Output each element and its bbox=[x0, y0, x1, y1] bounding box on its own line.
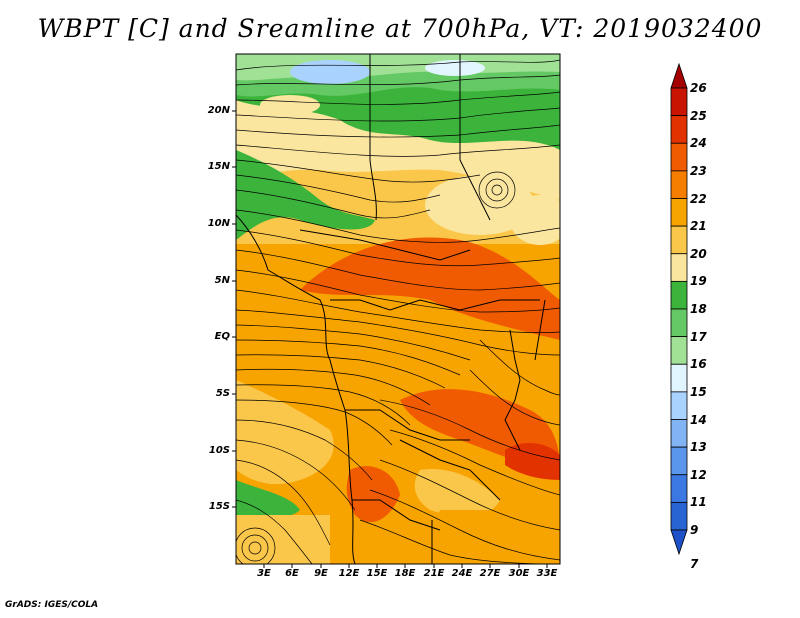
lon-label: 9E bbox=[314, 568, 328, 579]
lon-label: 21E bbox=[423, 568, 445, 579]
colorbar-swatch bbox=[670, 115, 688, 144]
lat-ticks bbox=[232, 110, 236, 508]
lon-label: 30E bbox=[508, 568, 530, 579]
colorbar-swatch bbox=[670, 308, 688, 338]
colorbar-label: 17 bbox=[690, 329, 707, 344]
country-borders bbox=[236, 54, 546, 564]
colorbar-label: 14 bbox=[690, 412, 707, 427]
colorbar-swatch bbox=[670, 336, 688, 365]
colorbar-swatch bbox=[670, 280, 688, 310]
colorbar-label: 9 bbox=[690, 523, 699, 537]
colorbar-label: 26 bbox=[690, 81, 707, 95]
footer-credit: GrADS: IGES/COLA bbox=[5, 600, 99, 610]
colorbar bbox=[670, 62, 688, 556]
colorbar-swatch bbox=[670, 198, 688, 227]
colorbar-label: 19 bbox=[690, 274, 707, 289]
colorbar-swatch bbox=[670, 87, 688, 117]
colorbar-max-arrow bbox=[670, 62, 688, 89]
temperature-field bbox=[236, 54, 560, 564]
colorbar-swatch bbox=[670, 446, 688, 476]
colorbar-swatch bbox=[670, 474, 688, 503]
lon-label: 33E bbox=[536, 568, 558, 579]
colorbar-label: 21 bbox=[690, 219, 707, 234]
lon-label: 12E bbox=[338, 568, 360, 579]
colorbar-swatch bbox=[670, 501, 688, 531]
lat-label: 20N bbox=[207, 105, 230, 116]
lon-label: 3E bbox=[257, 568, 271, 579]
colorbar-label: 16 bbox=[690, 357, 707, 372]
colorbar-swatch bbox=[670, 391, 688, 420]
colorbar-label: 13 bbox=[690, 440, 707, 455]
colorbar-label: 24 bbox=[690, 136, 707, 151]
lat-label: 15S bbox=[208, 501, 230, 512]
map-title: WBPT [C] and Sreamline at 700hPa, VT: 20… bbox=[37, 14, 763, 43]
colorbar-label: 12 bbox=[690, 467, 707, 482]
colorbar-label: 20 bbox=[690, 246, 707, 261]
colorbar-swatch bbox=[670, 363, 688, 393]
map-frame bbox=[235, 53, 561, 565]
colorbar-swatch bbox=[670, 225, 688, 255]
colorbar-label: 15 bbox=[690, 384, 707, 399]
lat-label: 5N bbox=[214, 275, 230, 286]
lat-label: 10N bbox=[207, 218, 230, 229]
lon-label: 27E bbox=[479, 568, 501, 579]
colorbar-label: 11 bbox=[690, 495, 707, 510]
colorbar-label: 25 bbox=[690, 108, 707, 123]
colorbar-swatch bbox=[670, 419, 688, 448]
lon-ticks bbox=[263, 564, 548, 568]
colorbar-min-arrow bbox=[670, 529, 688, 556]
colorbar-swatch bbox=[670, 142, 688, 172]
lon-label: 6E bbox=[285, 568, 299, 579]
colorbar-label: 7 bbox=[690, 556, 699, 571]
lon-label: 24E bbox=[451, 568, 473, 579]
lon-label: 18E bbox=[394, 568, 416, 579]
lat-label: 15N bbox=[207, 161, 230, 172]
lat-label: 5S bbox=[215, 388, 230, 399]
colorbar-label: 18 bbox=[690, 302, 707, 316]
colorbar-swatch bbox=[670, 170, 688, 199]
colorbar-swatch bbox=[670, 253, 688, 282]
lat-label: EQ bbox=[214, 331, 230, 342]
colorbar-label: 22 bbox=[690, 191, 707, 206]
lon-label: 15E bbox=[366, 568, 388, 579]
colorbar-label: 23 bbox=[690, 163, 707, 178]
lat-label: 10S bbox=[208, 445, 230, 456]
streamlines bbox=[236, 59, 560, 564]
